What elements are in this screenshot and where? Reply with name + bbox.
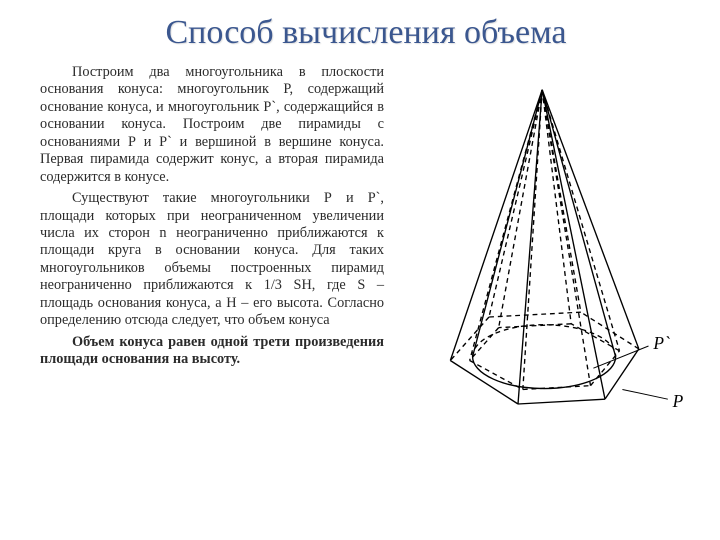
text-column: Построим два многоугольника в плоскости … [40,64,384,372]
paragraph-2: Существуют такие многоугольники Р и Р`, … [40,190,384,330]
svg-text:P`: P` [652,333,670,353]
svg-text:P: P [672,391,684,411]
content-columns: Построим два многоугольника в плоскости … [40,64,692,444]
page-title: Способ вычисления объема [40,14,692,52]
cone-pyramid-figure: P` P [402,74,692,444]
figure-column: P` P [402,64,692,444]
paragraph-1: Построим два многоугольника в плоскости … [40,64,384,186]
paragraph-3: Объем конуса равен одной трети произведе… [40,334,384,369]
slide-root: Способ вычисления объема Построим два мн… [0,0,720,540]
